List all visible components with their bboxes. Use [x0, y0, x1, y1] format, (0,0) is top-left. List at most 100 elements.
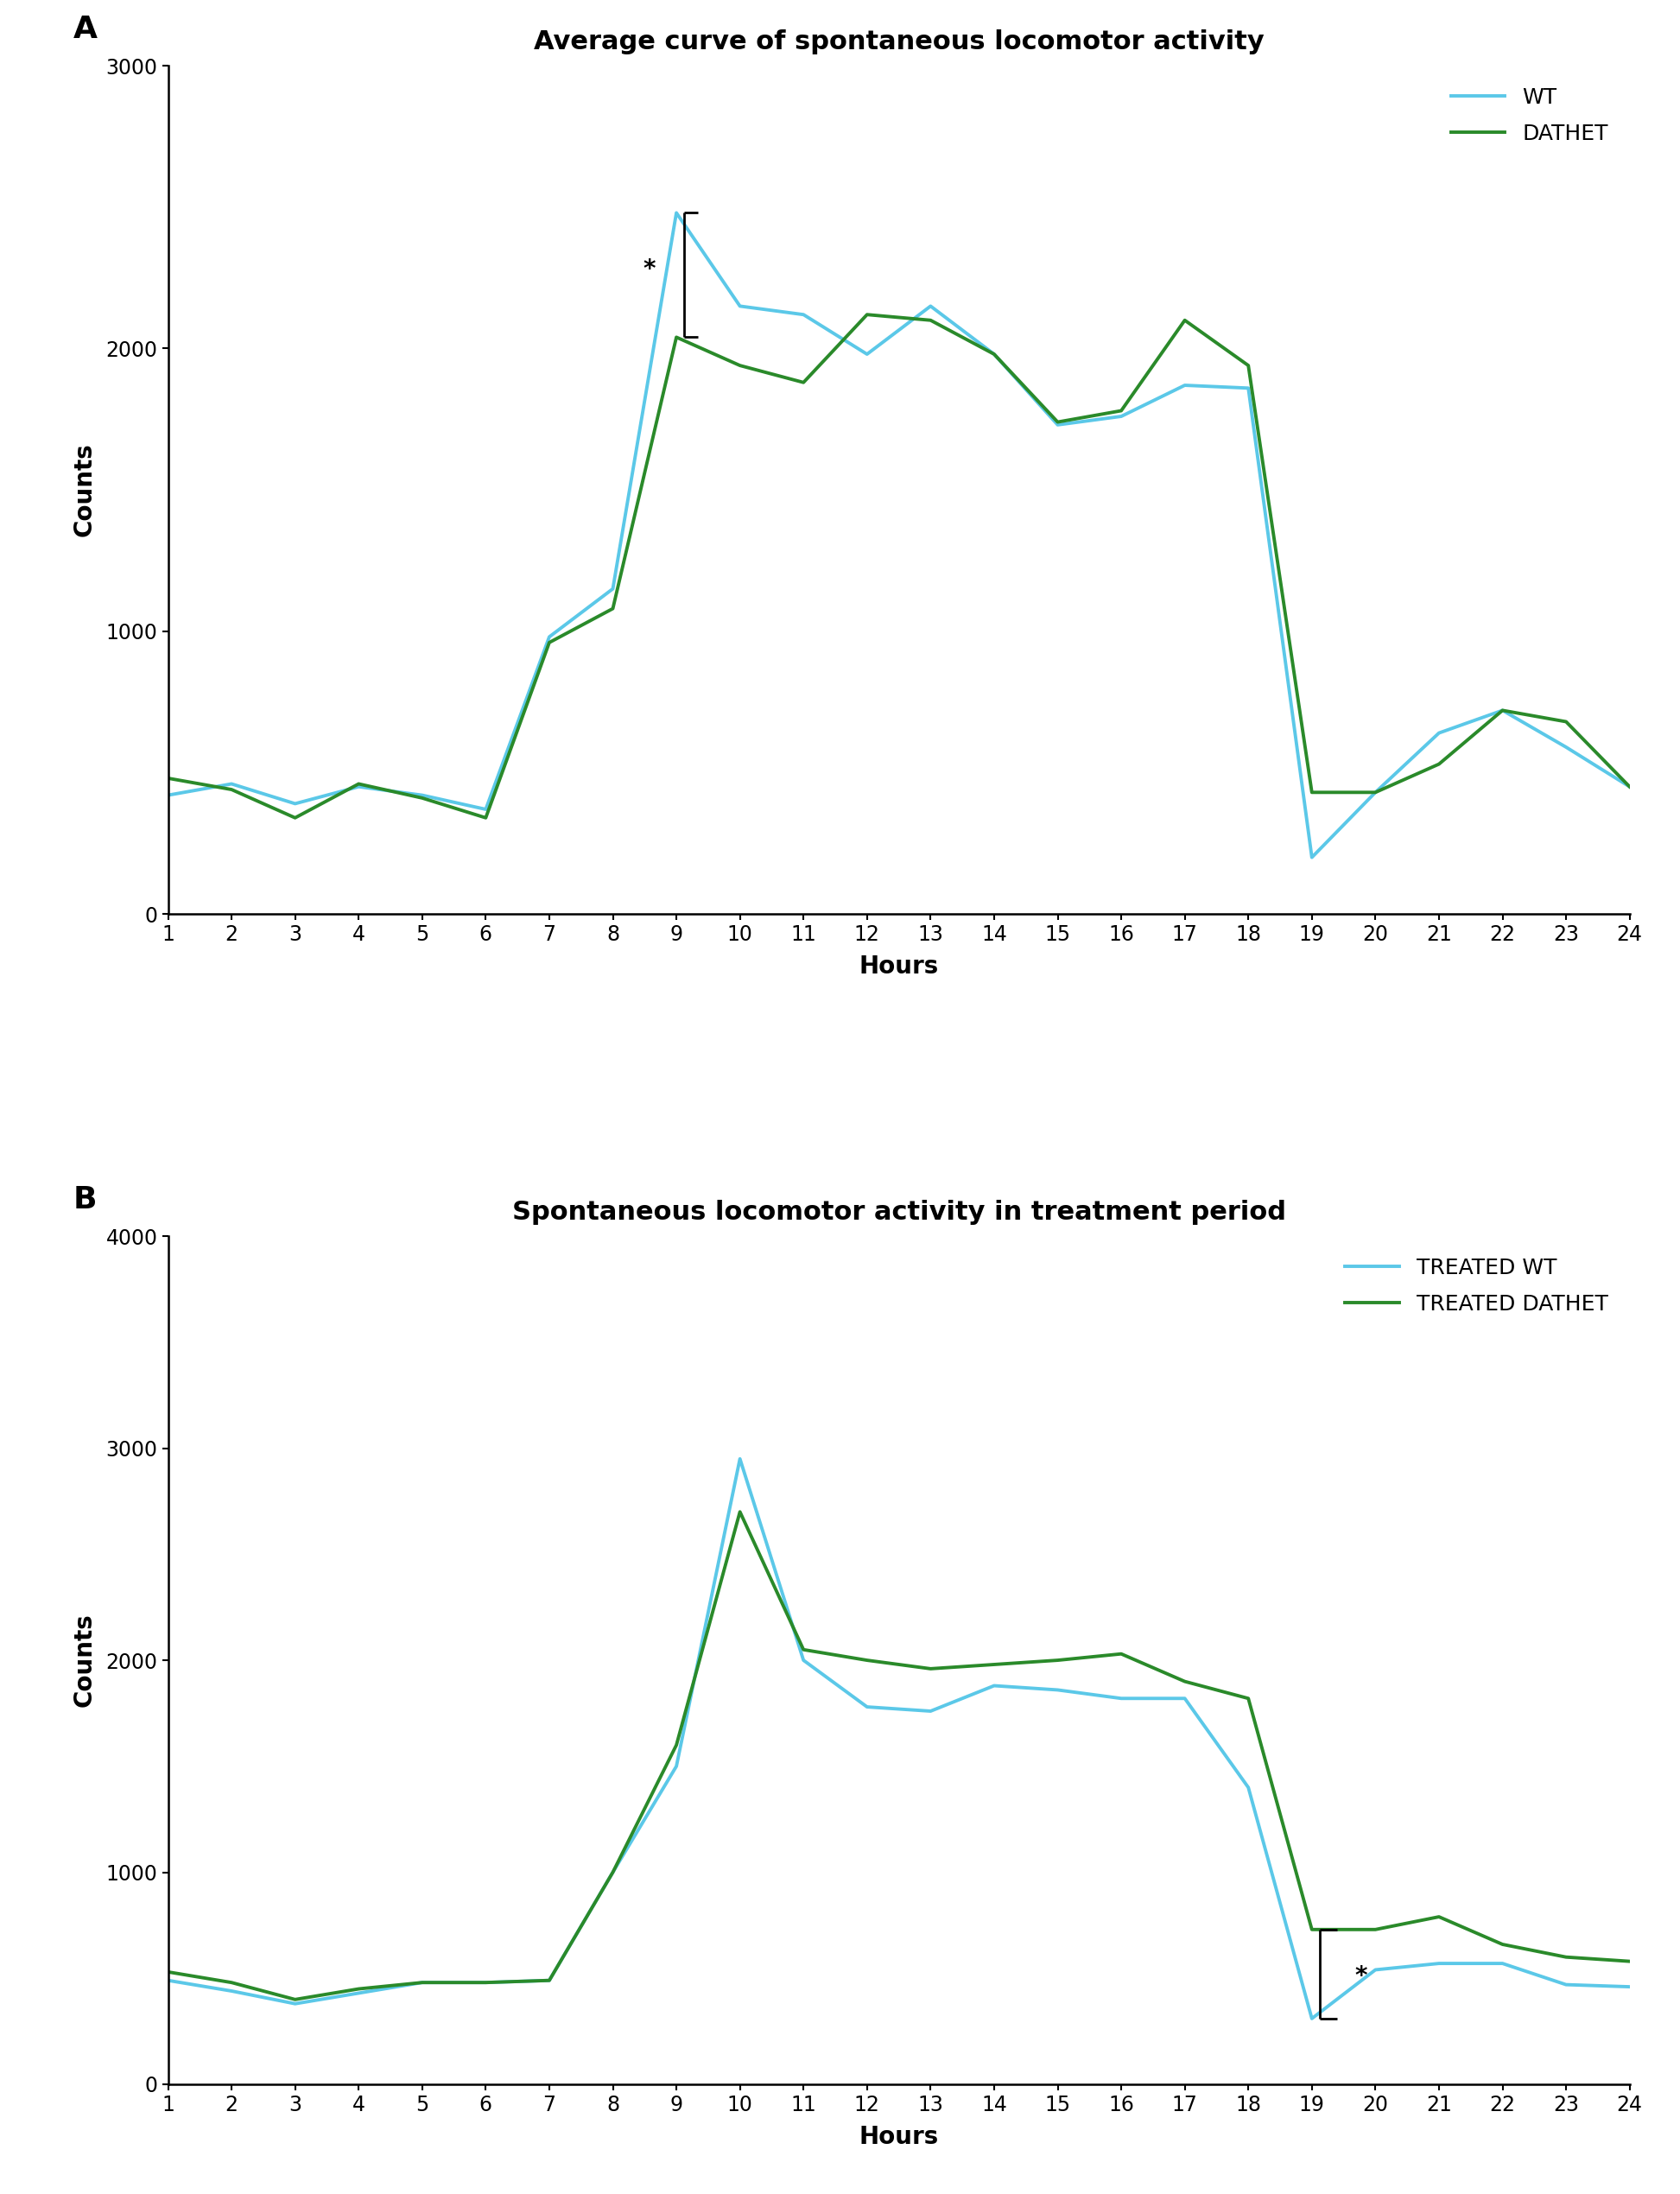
DATHET: [1174, 307, 1194, 333]
Line: TREATED DATHET: TREATED DATHET: [168, 1512, 1630, 1999]
TREATED DATHET: [286, 1986, 306, 2012]
DATHET: [1492, 698, 1512, 724]
TREATED DATHET: [1048, 1648, 1068, 1674]
TREATED DATHET: [1238, 1685, 1258, 1711]
WT: [984, 340, 1005, 366]
WT: [475, 796, 496, 823]
TREATED DATHET: [1174, 1667, 1194, 1694]
DATHET: [475, 805, 496, 832]
WT: [1174, 373, 1194, 399]
TREATED WT: [921, 1698, 941, 1724]
TREATED WT: [603, 1858, 623, 1885]
DATHET: [1238, 353, 1258, 380]
WT: [1430, 720, 1450, 746]
TREATED DATHET: [984, 1652, 1005, 1678]
TREATED WT: [1238, 1775, 1258, 1801]
Legend: WT, DATHET: WT, DATHET: [1440, 77, 1620, 156]
TREATED WT: [1302, 2005, 1322, 2032]
TREATED DATHET: [1492, 1931, 1512, 1957]
TREATED WT: [1110, 1685, 1131, 1711]
Y-axis label: Counts: Counts: [72, 1613, 96, 1707]
TREATED WT: [539, 1968, 559, 1994]
DATHET: [603, 595, 623, 621]
Text: *: *: [643, 257, 655, 281]
DATHET: [1302, 779, 1322, 805]
WT: [286, 790, 306, 816]
WT: [667, 200, 687, 226]
WT: [603, 575, 623, 601]
DATHET: [793, 369, 813, 395]
TREATED WT: [1556, 1972, 1576, 1999]
WT: [222, 770, 242, 796]
Title: Average curve of spontaneous locomotor activity: Average curve of spontaneous locomotor a…: [534, 29, 1263, 55]
Text: A: A: [72, 15, 97, 44]
DATHET: [348, 770, 368, 796]
TREATED WT: [1174, 1685, 1194, 1711]
WT: [1238, 375, 1258, 402]
TREATED WT: [286, 1990, 306, 2016]
TREATED DATHET: [539, 1968, 559, 1994]
TREATED WT: [793, 1648, 813, 1674]
TREATED DATHET: [158, 1959, 178, 1986]
TREATED DATHET: [1366, 1915, 1386, 1942]
TREATED WT: [222, 1977, 242, 2003]
DATHET: [1430, 750, 1450, 777]
WT: [348, 774, 368, 801]
WT: [412, 781, 432, 807]
DATHET: [1110, 397, 1131, 423]
Title: Spontaneous locomotor activity in treatment period: Spontaneous locomotor activity in treatm…: [512, 1200, 1285, 1224]
X-axis label: Hours: Hours: [858, 2124, 939, 2148]
TREATED WT: [1366, 1957, 1386, 1983]
TREATED WT: [158, 1968, 178, 1994]
DATHET: [921, 307, 941, 333]
TREATED WT: [729, 1446, 749, 1472]
TREATED DATHET: [1110, 1641, 1131, 1667]
Text: *: *: [1354, 1964, 1368, 1988]
TREATED WT: [1492, 1950, 1512, 1977]
TREATED WT: [667, 1753, 687, 1779]
TREATED DATHET: [1430, 1904, 1450, 1931]
TREATED WT: [857, 1694, 877, 1720]
WT: [793, 301, 813, 327]
DATHET: [222, 777, 242, 803]
TREATED WT: [984, 1672, 1005, 1698]
WT: [857, 340, 877, 366]
WT: [1048, 412, 1068, 439]
WT: [1492, 698, 1512, 724]
WT: [1110, 404, 1131, 430]
X-axis label: Hours: Hours: [858, 954, 939, 979]
TREATED DATHET: [921, 1656, 941, 1683]
DATHET: [857, 301, 877, 327]
DATHET: [286, 805, 306, 832]
DATHET: [984, 340, 1005, 366]
WT: [729, 294, 749, 320]
WT: [921, 294, 941, 320]
TREATED DATHET: [729, 1499, 749, 1525]
WT: [1620, 774, 1640, 801]
WT: [1556, 735, 1576, 761]
DATHET: [1048, 408, 1068, 434]
Line: TREATED WT: TREATED WT: [168, 1459, 1630, 2018]
TREATED WT: [475, 1970, 496, 1997]
DATHET: [1556, 709, 1576, 735]
TREATED DATHET: [475, 1970, 496, 1997]
TREATED DATHET: [1556, 1944, 1576, 1970]
WT: [1302, 845, 1322, 871]
Legend: TREATED WT, TREATED DATHET: TREATED WT, TREATED DATHET: [1334, 1246, 1620, 1325]
TREATED WT: [1048, 1676, 1068, 1703]
TREATED DATHET: [1302, 1915, 1322, 1942]
DATHET: [539, 630, 559, 656]
TREATED DATHET: [793, 1637, 813, 1663]
DATHET: [1366, 779, 1386, 805]
TREATED DATHET: [603, 1858, 623, 1885]
TREATED DATHET: [667, 1731, 687, 1757]
DATHET: [1620, 774, 1640, 801]
TREATED WT: [412, 1970, 432, 1997]
TREATED DATHET: [348, 1977, 368, 2003]
Line: DATHET: DATHET: [168, 314, 1630, 818]
DATHET: [412, 785, 432, 812]
Text: B: B: [72, 1185, 97, 1215]
TREATED DATHET: [1620, 1948, 1640, 1975]
Y-axis label: Counts: Counts: [72, 443, 96, 538]
WT: [158, 781, 178, 807]
